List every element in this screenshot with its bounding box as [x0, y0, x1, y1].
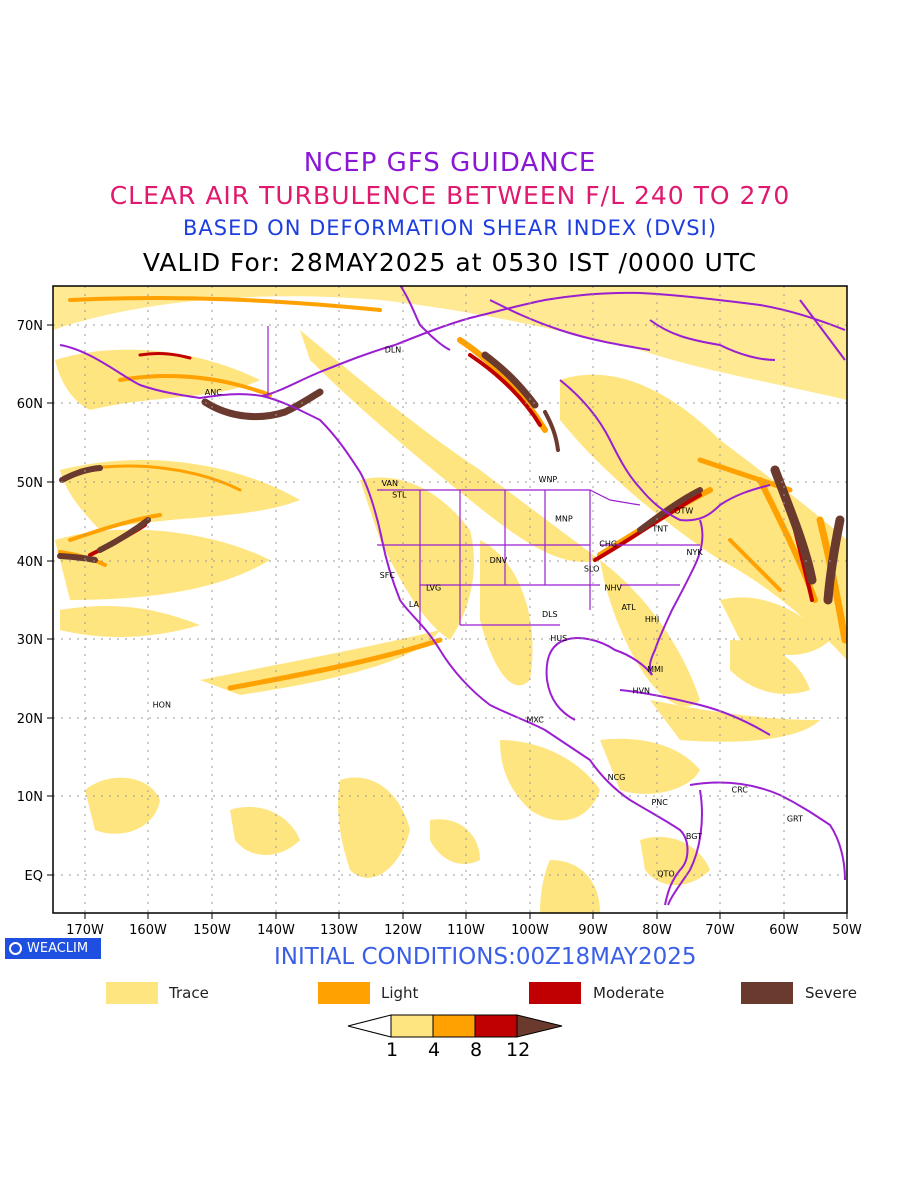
station-label-hhi: HHI [645, 615, 659, 624]
legend-swatch-light [318, 982, 370, 1004]
station-label-bgt: BGT [686, 832, 702, 841]
colorbar-level-8: 8 [470, 1039, 483, 1061]
station-label-mnp: MNP [555, 514, 573, 523]
weaclim-badge: WEACLIM [5, 938, 101, 959]
legend-label-light: Light [381, 984, 419, 1002]
lat-label: 10N [17, 790, 43, 805]
turbulence-field [53, 286, 847, 913]
station-label-chg: CHG [599, 540, 617, 549]
legend-swatch-severe [741, 982, 793, 1004]
lon-label: 140W [257, 923, 295, 938]
legend-label-moderate: Moderate [593, 984, 665, 1002]
lon-label: 100W [511, 923, 549, 938]
lat-label: 60N [17, 397, 43, 412]
station-label-van: VAN [382, 479, 398, 488]
colorbar-segment-4-8 [432, 1014, 476, 1038]
station-label-hon: HON [153, 701, 171, 710]
lon-label: 150W [193, 923, 231, 938]
gridlines [53, 286, 847, 913]
legend-swatch-moderate [529, 982, 581, 1004]
legend-label-severe: Severe [805, 984, 857, 1002]
lon-label: 70W [705, 923, 735, 938]
station-label-lvg: LVG [426, 584, 441, 593]
station-label-nhv: NHV [605, 584, 623, 593]
lon-label: 120W [384, 923, 422, 938]
colorbar [347, 1014, 563, 1038]
map-frame [52, 285, 848, 914]
coastlines [59, 286, 846, 906]
station-label-ncg: NCG [608, 773, 626, 782]
lat-label: 50N [17, 476, 43, 491]
weaclim-logo-icon [9, 942, 22, 955]
station-label-tnt: TNT [651, 525, 668, 534]
colorbar-level-4: 4 [428, 1039, 441, 1061]
axis-labels: 170W 160W 150W 140W 130W 120W 110W 100W … [17, 319, 862, 938]
station-label-slo: SLO [584, 565, 600, 574]
station-label-dln: DLN [385, 345, 402, 354]
station-label-hvn: HVN [633, 686, 650, 695]
lon-label: 50W [832, 923, 862, 938]
title-model: NCEP GFS GUIDANCE [303, 148, 597, 178]
station-label-dnv: DNV [490, 556, 508, 565]
badge-label: WEACLIM [27, 941, 89, 956]
colorbar-low-arrow [347, 1014, 392, 1038]
lat-label: 20N [17, 712, 43, 727]
title-valid-time: VALID For: 28MAY2025 at 0530 IST /0000 U… [142, 248, 758, 277]
legend-label-trace: Trace [169, 984, 209, 1002]
light-areas [58, 296, 847, 691]
station-label-grt: GRT [787, 815, 803, 824]
title-method: BASED ON DEFORMATION SHEAR INDEX (DVSI) [182, 216, 718, 240]
station-label-la: LA [409, 600, 420, 609]
colorbar-level-1: 1 [386, 1039, 399, 1061]
lon-label: 130W [320, 923, 358, 938]
political-borders [267, 326, 700, 630]
station-label-atl: ATL [621, 603, 636, 612]
lat-label: EQ [25, 869, 43, 884]
station-labels: DLN ANC VAN STL WNP MNP OTW TNT CHG NYK DNV SLO SFC L… [153, 345, 803, 878]
station-label-pnc: PNC [651, 798, 668, 807]
colorbar-segment-1-4 [390, 1014, 434, 1038]
title-product: CLEAR AIR TURBULENCE BETWEEN F/L 240 TO … [109, 181, 791, 210]
station-label-qto: QTO [657, 870, 674, 879]
station-label-mmi: MMI [647, 665, 663, 674]
tick-marks [47, 324, 848, 919]
initial-conditions: INITIAL CONDITIONS:00Z18MAY2025 [274, 944, 697, 970]
lon-label: 80W [642, 923, 672, 938]
station-label-hus: HUS [550, 634, 567, 643]
lon-label: 170W [66, 923, 104, 938]
lat-label: 70N [17, 319, 43, 334]
colorbar-high-arrow [516, 1014, 563, 1038]
station-label-wnp: WNP [539, 475, 558, 484]
station-label-crc: CRC [732, 786, 749, 795]
station-label-sfc: SFC [380, 571, 396, 580]
station-label-otw: OTW [674, 506, 693, 515]
trace-areas [53, 286, 847, 913]
station-label-stl: STL [392, 491, 407, 500]
colorbar-segment-8-12 [474, 1014, 518, 1038]
lat-label: 40N [17, 555, 43, 570]
lon-label: 160W [129, 923, 167, 938]
lon-label: 90W [578, 923, 608, 938]
severe-areas [57, 351, 845, 605]
lon-label: 110W [447, 923, 485, 938]
station-label-dls: DLS [542, 610, 558, 619]
station-label-anc: ANC [205, 388, 222, 397]
station-label-nyk: NYK [687, 548, 704, 557]
lon-label: 60W [769, 923, 799, 938]
legend-swatch-trace [106, 982, 158, 1004]
colorbar-level-12: 12 [506, 1039, 531, 1061]
lat-label: 30N [17, 633, 43, 648]
station-label-mxc: MXC [527, 716, 545, 725]
